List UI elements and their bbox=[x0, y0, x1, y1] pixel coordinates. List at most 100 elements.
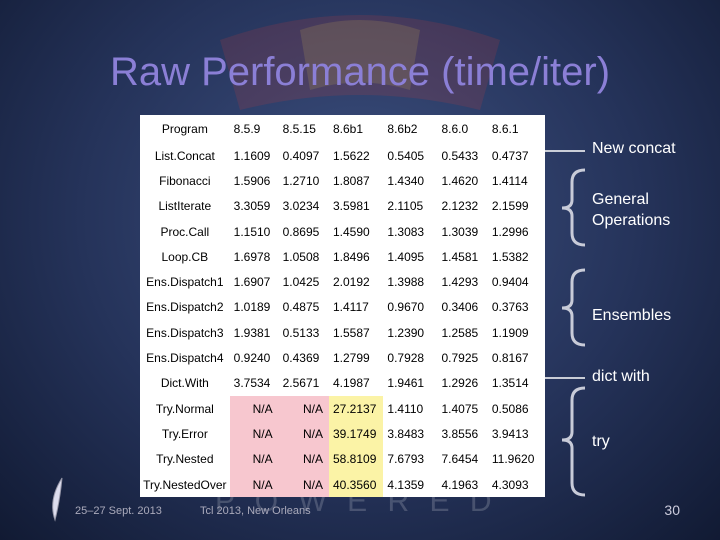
value-cell: 0.3763 bbox=[491, 300, 529, 315]
table-row: Loop.CB 1.6978 1.0508 1.8496 1.4095 1.4581 1.5… bbox=[140, 244, 545, 269]
table-row: Dict.With 3.7534 2.5671 4.1987 1.9461 1.2926 1… bbox=[140, 371, 545, 396]
value-cell: 1.4620 bbox=[441, 173, 479, 188]
value-cell: 1.9461 bbox=[387, 376, 425, 391]
value-cell: 4.1987 bbox=[333, 376, 370, 391]
value-cell: 1.5622 bbox=[333, 148, 370, 163]
value-cell: 1.2710 bbox=[282, 173, 320, 188]
value-cell: 1.5587 bbox=[333, 325, 370, 340]
program-cell: Loop.CB bbox=[161, 249, 209, 264]
value-cell: 3.9413 bbox=[491, 426, 529, 441]
footer-event: Tcl 2013, New Orleans bbox=[200, 505, 311, 517]
value-cell: 7.6454 bbox=[441, 452, 479, 467]
annotation: New concat bbox=[592, 140, 676, 157]
program-cell: Dict.With bbox=[160, 376, 209, 391]
value-cell: 0.9240 bbox=[233, 351, 271, 366]
value-cell: 4.3093 bbox=[491, 477, 529, 492]
value-cell: 1.4110 bbox=[387, 401, 424, 416]
value-cell: 0.4097 bbox=[282, 148, 320, 163]
value-cell: 2.1599 bbox=[491, 199, 529, 214]
program-cell: Try.Nested bbox=[156, 452, 214, 467]
value-cell: 3.7534 bbox=[233, 376, 271, 391]
value-cell: N/A bbox=[229, 421, 279, 447]
value-cell: 0.5433 bbox=[441, 148, 479, 163]
value-cell: 0.8695 bbox=[282, 224, 320, 239]
brace bbox=[561, 168, 586, 247]
value-cell: N/A bbox=[229, 446, 279, 472]
value-cell: 1.6907 bbox=[233, 275, 271, 290]
value-cell: 1.3988 bbox=[387, 275, 425, 290]
value-cell: 1.3514 bbox=[491, 376, 529, 391]
value-cell: 1.2799 bbox=[333, 351, 370, 366]
header-cell: Program bbox=[161, 122, 208, 136]
table-row: List.Concat 1.1609 0.4097 1.5622 0.5405 0.543… bbox=[140, 143, 545, 168]
table-row: Ens.Dispatch2 1.0189 0.4875 1.4117 0.9670 0.3… bbox=[140, 295, 545, 320]
value-cell: N/A bbox=[278, 446, 329, 472]
program-cell: Fibonacci bbox=[159, 173, 211, 188]
header-cell: 8.6b1 bbox=[333, 122, 364, 136]
value-cell: 1.3083 bbox=[387, 224, 425, 239]
program-cell: Try.Error bbox=[161, 426, 208, 441]
table-row: Try.Nested N/A N/A 58.8109 7.6793 7.6454 11.96… bbox=[140, 446, 545, 472]
value-cell: 1.2585 bbox=[441, 325, 479, 340]
program-cell: Try.Normal bbox=[155, 401, 214, 416]
value-cell: 0.5086 bbox=[491, 401, 529, 416]
value-cell: 4.1963 bbox=[441, 477, 479, 492]
value-cell: 0.3406 bbox=[441, 300, 479, 315]
value-cell: 1.6978 bbox=[233, 249, 271, 264]
brace bbox=[561, 268, 586, 347]
header-cell: 8.5.9 bbox=[233, 122, 261, 136]
value-cell: 7.6793 bbox=[387, 452, 425, 467]
value-cell: 1.5906 bbox=[233, 173, 271, 188]
program-cell: Try.NestedOver bbox=[143, 477, 227, 492]
footer-date: 25‒27 Sept. 2013 bbox=[75, 505, 162, 517]
value-cell: N/A bbox=[278, 471, 329, 498]
value-cell: 0.9670 bbox=[387, 300, 425, 315]
value-cell: 1.8087 bbox=[333, 173, 370, 188]
value-cell: 1.8496 bbox=[333, 249, 370, 264]
table-row: Try.Normal N/A N/A 27.2137 1.4110 1.4075 0.508… bbox=[140, 395, 545, 422]
value-cell: 1.2996 bbox=[491, 224, 529, 239]
value-cell: N/A bbox=[229, 395, 279, 422]
value-cell: 1.2390 bbox=[387, 325, 425, 340]
value-cell: 0.4369 bbox=[282, 351, 320, 366]
performance-table: Program 8.5.9 8.5.15 8.6b1 8.6b2 8.6.0 8.6.1 Li… bbox=[140, 115, 545, 498]
program-cell: Ens.Dispatch3 bbox=[146, 325, 224, 340]
value-cell: 0.5133 bbox=[282, 325, 320, 340]
header-cell: 8.6.0 bbox=[441, 122, 469, 136]
value-cell: N/A bbox=[278, 395, 329, 422]
value-cell: 58.8109 bbox=[329, 446, 384, 472]
value-cell: N/A bbox=[229, 471, 279, 498]
program-cell: List.Concat bbox=[154, 148, 215, 163]
annotation: dict with bbox=[592, 368, 650, 385]
value-cell: 2.1105 bbox=[387, 199, 424, 214]
value-cell: 1.4340 bbox=[387, 173, 425, 188]
value-cell: 0.8167 bbox=[491, 351, 529, 366]
logo-shape bbox=[300, 20, 420, 90]
value-cell: 2.0192 bbox=[333, 275, 370, 290]
value-cell: 27.2137 bbox=[329, 395, 384, 422]
annotation: try bbox=[592, 433, 610, 450]
value-cell: 0.4875 bbox=[282, 300, 320, 315]
value-cell: 39.1749 bbox=[329, 421, 384, 447]
value-cell: 3.0234 bbox=[282, 199, 320, 214]
value-cell: 1.3039 bbox=[441, 224, 479, 239]
value-cell: 1.0425 bbox=[282, 275, 320, 290]
value-cell: 1.2926 bbox=[441, 376, 479, 391]
value-cell: 2.1232 bbox=[441, 199, 479, 214]
value-cell: 1.1609 bbox=[233, 148, 271, 163]
value-cell: 0.9404 bbox=[491, 275, 529, 290]
value-cell: 3.3059 bbox=[233, 199, 271, 214]
value-cell: 1.4581 bbox=[441, 249, 479, 264]
value-cell: N/A bbox=[278, 421, 329, 447]
program-cell: Ens.Dispatch1 bbox=[146, 275, 224, 290]
table-row: Fibonacci 1.5906 1.2710 1.8087 1.4340 1.4620 1… bbox=[140, 168, 545, 193]
feather-icon bbox=[52, 477, 63, 522]
program-cell: ListIterate bbox=[158, 199, 212, 214]
table-row: Proc.Call 1.1510 0.8695 1.4590 1.3083 1.3039 1… bbox=[140, 219, 545, 244]
annotation: Ensembles bbox=[592, 307, 672, 324]
header-row: Program 8.5.9 8.5.15 8.6b1 8.6b2 8.6.0 8.6.1 bbox=[140, 115, 545, 143]
value-cell: 1.4117 bbox=[333, 300, 369, 315]
value-cell: 0.5405 bbox=[387, 148, 425, 163]
header-cell: 8.6.1 bbox=[491, 122, 519, 136]
braces bbox=[561, 168, 586, 497]
